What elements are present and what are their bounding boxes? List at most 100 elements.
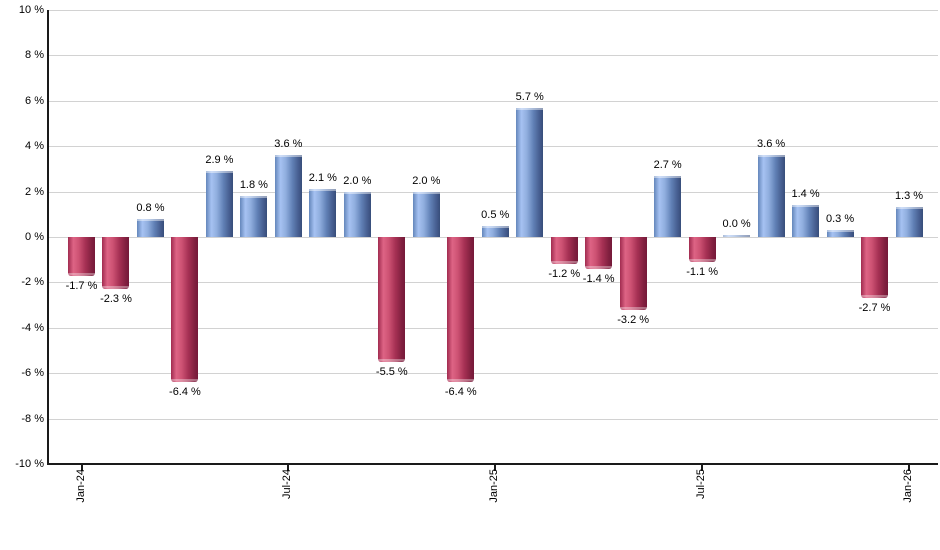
bar-top-cap: [792, 205, 820, 208]
bar-value-label: -2.7 %: [858, 302, 891, 315]
bar-value-label: 1.4 %: [791, 188, 820, 201]
bar-top-cap: [895, 207, 923, 210]
bar-bottom-cap: [619, 306, 647, 310]
bar-bottom-cap: [585, 265, 613, 269]
gridline: [48, 419, 938, 420]
bar-bottom-cap: [102, 286, 130, 290]
y-axis-label: -10 %: [15, 458, 44, 470]
bar-value-label: 1.8 %: [239, 179, 268, 192]
bar-bottom-cap: [68, 272, 95, 276]
bar-bottom-cap: [447, 379, 475, 383]
y-axis-label: 0 %: [25, 231, 44, 243]
gridline: [48, 55, 938, 56]
bar-value-label: -1.7 %: [65, 279, 98, 292]
bar-value-label: -6.4 %: [169, 386, 201, 399]
bar-value-label: -6.4 %: [444, 386, 477, 399]
bar-value-label: -1.1 %: [686, 265, 719, 278]
bar: [447, 237, 475, 383]
bar: [412, 191, 440, 237]
gridline: [48, 101, 938, 102]
y-axis-label: 4 %: [25, 140, 44, 152]
bar: [826, 230, 854, 237]
gridline: [48, 282, 938, 283]
bar-value-label: 2.9 %: [205, 154, 234, 167]
bar-top-cap: [205, 171, 233, 174]
bar-value-label: 0.5 %: [481, 208, 510, 221]
x-axis-label: Jul-24: [281, 469, 294, 499]
gridline: [48, 10, 938, 11]
bar-top-cap: [343, 191, 371, 194]
bar-bottom-cap: [688, 258, 716, 262]
bar-value-label: -2.3 %: [100, 293, 132, 306]
bar: [723, 235, 751, 237]
bar-top-cap: [309, 189, 337, 192]
bar-top-cap: [723, 235, 751, 237]
bar-value-label: 2.0 %: [412, 174, 441, 187]
bar-value-label: 0.3 %: [825, 213, 855, 226]
bar: [792, 205, 820, 237]
gridline: [48, 146, 938, 147]
bar-top-cap: [757, 155, 785, 158]
bar-bottom-cap: [861, 295, 889, 299]
y-axis-label: -6 %: [21, 367, 44, 379]
bar: [68, 237, 95, 276]
bar-top-cap: [481, 225, 509, 228]
x-axis-label: Jul-25: [695, 469, 708, 499]
y-axis-label: -4 %: [21, 322, 44, 334]
x-axis-tick: [494, 465, 497, 471]
gridline: [48, 237, 938, 238]
bar: [481, 225, 509, 237]
bar: [171, 237, 199, 383]
bar-top-cap: [240, 196, 268, 199]
y-axis-label: 2 %: [25, 186, 44, 198]
bar: [550, 237, 578, 265]
bar-value-label: -1.2 %: [548, 268, 581, 281]
bar-value-label: 0.8 %: [136, 201, 165, 214]
bar-top-cap: [516, 107, 544, 110]
bar-value-label: 2.0 %: [343, 174, 372, 187]
y-axis-label: -2 %: [21, 276, 44, 288]
bar-top-cap: [826, 230, 854, 233]
x-axis-tick: [80, 465, 83, 471]
x-axis-tick: [908, 465, 911, 471]
bar: [585, 237, 613, 269]
x-axis-label: Jan-24: [74, 469, 87, 503]
gridline: [48, 328, 938, 329]
y-axis-label: 10 %: [18, 4, 44, 16]
bar: [688, 237, 716, 262]
bar-value-label: 5.7 %: [515, 90, 544, 103]
x-axis-tick: [287, 465, 290, 471]
bar: [343, 191, 371, 237]
bar-value-label: 3.6 %: [274, 138, 303, 151]
x-axis-tick: [701, 465, 704, 471]
bar: [240, 196, 268, 237]
bar: [378, 237, 406, 362]
bar-value-label: -1.4 %: [582, 272, 615, 285]
x-axis-label: Jan-26: [902, 469, 915, 503]
y-axis-label: 6 %: [25, 95, 44, 107]
bar: [619, 237, 647, 310]
bar-top-cap: [654, 175, 682, 178]
y-axis-label: -8 %: [21, 413, 44, 425]
bar: [136, 218, 164, 237]
y-axis-line: [47, 10, 49, 465]
bar-top-cap: [274, 155, 302, 158]
gridline: [48, 192, 938, 193]
bar-value-label: 0.0 %: [722, 218, 751, 230]
x-axis-label: Jan-25: [488, 469, 501, 503]
bar-bottom-cap: [550, 261, 578, 265]
bar: [309, 189, 337, 237]
bar: [861, 237, 889, 299]
bar-value-label: -3.2 %: [617, 313, 650, 326]
bar: [654, 175, 682, 237]
bar: [102, 237, 130, 290]
bar: [757, 155, 785, 237]
bar-bottom-cap: [171, 379, 199, 383]
bar-value-label: 2.1 %: [308, 172, 337, 185]
bar-value-label: 3.6 %: [757, 138, 786, 151]
gridline: [48, 373, 938, 374]
bar-value-label: 1.3 %: [894, 190, 924, 203]
bar: [516, 107, 544, 237]
bar-top-cap: [412, 191, 440, 194]
